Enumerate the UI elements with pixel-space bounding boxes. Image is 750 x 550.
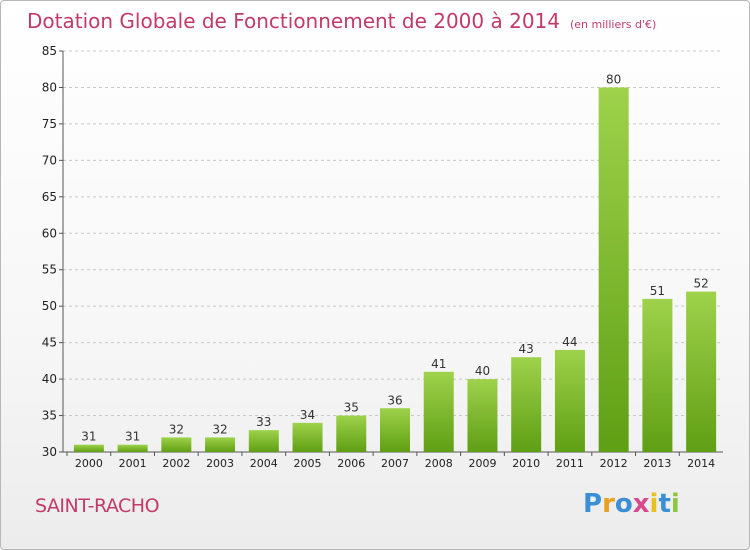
x-tick-label: 2009	[468, 457, 496, 470]
bar-2009	[467, 379, 498, 452]
y-tick-label: 30	[42, 445, 57, 459]
y-tick-label: 35	[42, 409, 57, 423]
x-tick-label: 2001	[119, 457, 147, 470]
logo-letter: o	[614, 489, 633, 519]
x-tick-label: 2005	[294, 457, 322, 470]
logo-letter: r	[602, 489, 615, 519]
bar-2010	[511, 357, 542, 452]
x-tick-label: 2000	[75, 457, 103, 470]
bar-2005	[292, 422, 323, 452]
data-label: 32	[169, 422, 184, 436]
data-label: 31	[81, 430, 96, 444]
logo-letter: i	[649, 489, 659, 519]
bar-2001	[117, 444, 148, 452]
bar-2000	[73, 444, 104, 452]
data-label: 33	[256, 415, 271, 429]
x-tick-label: 2014	[687, 457, 715, 470]
x-tick-label: 2002	[162, 457, 190, 470]
data-label: 40	[475, 364, 490, 378]
bar-2002	[161, 437, 192, 452]
x-tick-label: 2003	[206, 457, 234, 470]
logo-letters: Proxiti	[583, 489, 680, 519]
chart-title-text: Dotation Globale de Fonctionnement de 20…	[27, 9, 560, 33]
bar-2012	[598, 87, 629, 453]
data-label: 41	[431, 357, 446, 371]
y-tick-label: 55	[42, 263, 57, 277]
x-tick-label: 2011	[556, 457, 584, 470]
bar-2007	[380, 408, 410, 452]
label-layer: 2000 31 2001 31 2002 32 2003 32 2004 33 2005 34 2006…	[75, 72, 715, 470]
bar-2004	[248, 430, 279, 452]
data-label: 36	[387, 393, 402, 407]
data-label: 80	[606, 72, 621, 86]
chart-title: Dotation Globale de Fonctionnement de 20…	[27, 9, 656, 33]
data-label: 51	[650, 284, 665, 298]
y-tick-label: 45	[42, 336, 57, 350]
x-tick-label: 2010	[512, 457, 540, 470]
data-label: 34	[300, 408, 315, 422]
y-tick-label: 85	[42, 44, 57, 58]
data-label: 43	[519, 342, 534, 356]
commune-name: SAINT-RACHO	[35, 495, 160, 517]
bar-layer	[73, 87, 717, 453]
y-tick-label: 80	[42, 80, 57, 94]
x-tick-label: 2012	[600, 457, 628, 470]
proxiti-logo: Proxiti	[583, 489, 680, 519]
y-tick-label: 70	[42, 153, 57, 167]
logo-letter: t	[658, 489, 671, 519]
bar-2014	[686, 291, 717, 452]
logo-letter: x	[632, 489, 650, 519]
y-tick-label: 40	[42, 372, 57, 386]
x-tick-label: 2004	[250, 457, 278, 470]
x-tick-label: 2007	[381, 457, 409, 470]
x-tick-label: 2006	[337, 457, 365, 470]
bar-2008	[423, 371, 454, 452]
chart-subtitle: (en milliers d'€)	[570, 18, 657, 31]
logo-letter: i	[670, 489, 680, 519]
x-tick-label: 2008	[425, 457, 453, 470]
bar-2013	[642, 298, 673, 452]
bar-2003	[205, 437, 236, 452]
x-tick-label: 2013	[643, 457, 671, 470]
bar-2011	[554, 349, 585, 452]
data-label: 52	[693, 277, 708, 291]
y-tick-label: 50	[42, 299, 57, 313]
y-tick-label: 65	[42, 190, 57, 204]
y-tick-label: 60	[42, 226, 57, 240]
data-label: 32	[212, 422, 227, 436]
data-label: 44	[562, 335, 577, 349]
data-label: 31	[125, 430, 140, 444]
bar-2006	[336, 415, 367, 452]
y-tick-label: 75	[42, 117, 57, 131]
data-label: 35	[344, 401, 359, 415]
logo-letter: P	[583, 489, 603, 519]
